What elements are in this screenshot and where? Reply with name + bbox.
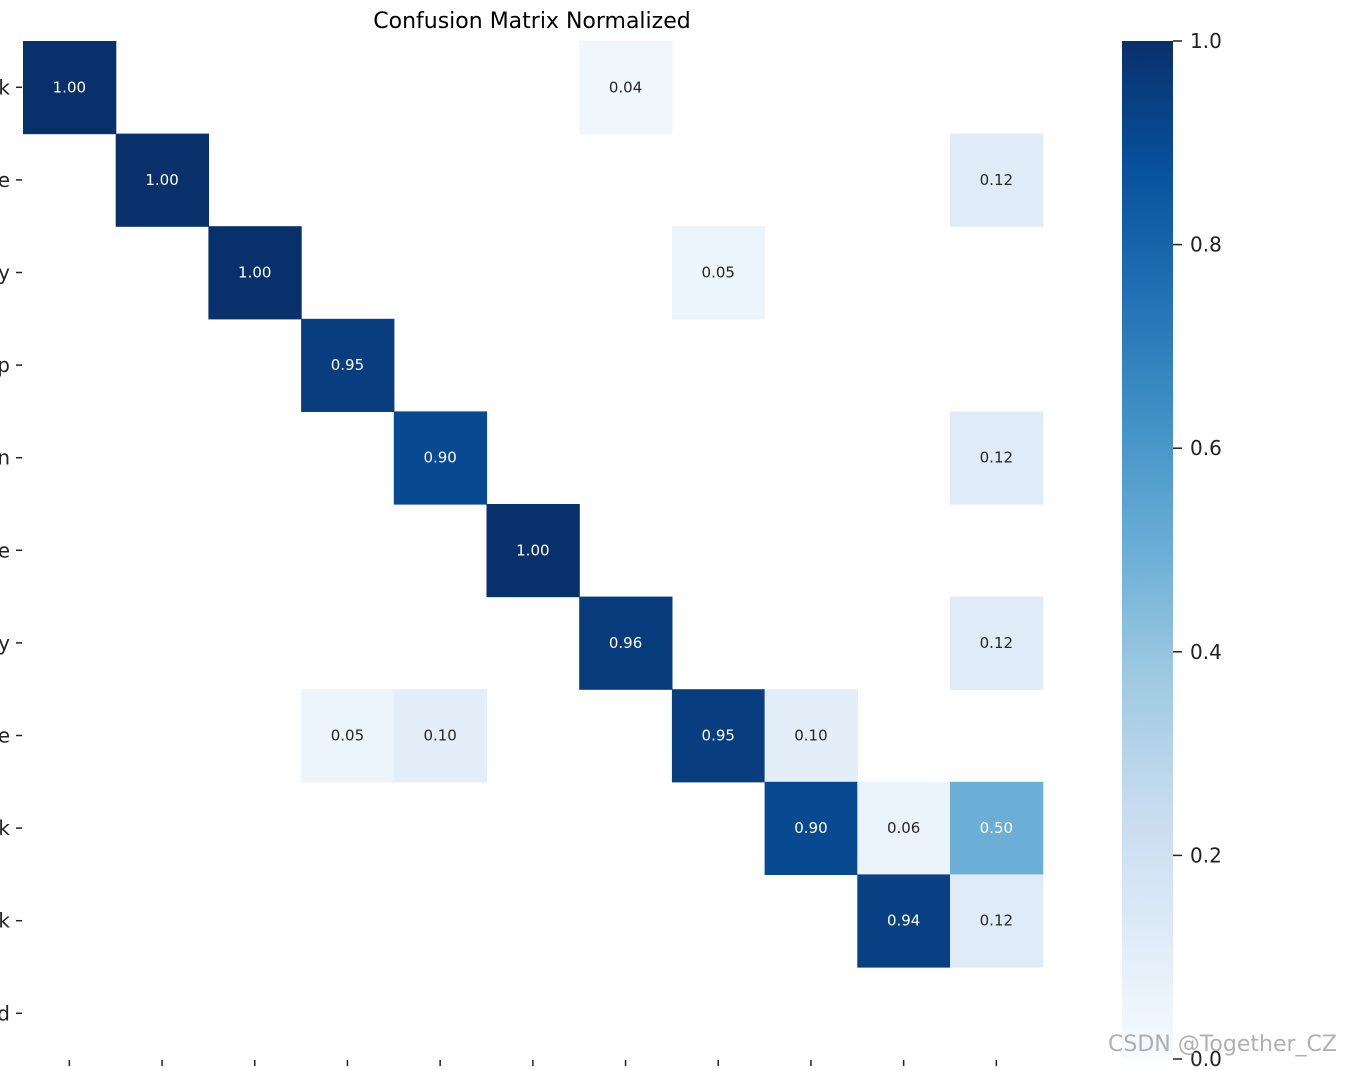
heatmap-cell — [115, 133, 209, 227]
heatmap-cell — [950, 596, 1044, 690]
heatmap-cell — [301, 318, 395, 412]
heatmap-cell — [950, 781, 1044, 875]
cell-value-label: 0.05 — [331, 727, 364, 745]
cell-value-label: 0.12 — [980, 912, 1013, 930]
heatmap-cell — [393, 689, 488, 783]
heatmap-cell — [950, 874, 1044, 968]
heatmap-cell — [764, 781, 858, 875]
row-axis: k e y p n e y e k k d — [0, 75, 22, 1025]
heatmap-cell — [764, 689, 858, 783]
colorbar-tick-label: 0.2 — [1190, 843, 1222, 867]
cell-value-label: 0.06 — [887, 819, 920, 837]
cell-value-label: 0.95 — [702, 727, 735, 745]
row-tick-label: n — [0, 446, 10, 470]
cell-value-label: 0.90 — [423, 449, 456, 467]
colorbar-tick-label: 0.8 — [1190, 233, 1222, 257]
cell-value-label: 0.04 — [609, 78, 642, 96]
row-tick-label: p — [0, 353, 10, 377]
colorbar — [1122, 41, 1173, 1059]
cell-value-label: 0.90 — [794, 819, 827, 837]
cell-value-label: 0.05 — [702, 264, 735, 282]
cell-value-label: 1.00 — [145, 171, 178, 189]
heatmap-cell — [671, 689, 766, 783]
cell-value-label: 1.00 — [516, 541, 549, 559]
colorbar-tick-label: 0.6 — [1190, 436, 1222, 460]
cell-value-label: 0.12 — [980, 171, 1013, 189]
colorbar-tick-label: 0.4 — [1190, 640, 1222, 664]
chart-title: Confusion Matrix Normalized — [373, 9, 690, 34]
row-tick-label: e — [0, 168, 10, 192]
colorbar-gradient — [1122, 41, 1173, 1059]
row-tick-label: y — [0, 631, 10, 655]
column-axis — [68, 1060, 998, 1066]
colorbar-tick-label: 1.0 — [1190, 29, 1222, 53]
cell-value-label: 0.96 — [609, 634, 642, 652]
watermark: CSDN @Together_CZ — [1108, 1032, 1337, 1057]
row-tick-label: k — [0, 909, 10, 933]
row-tick-label: e — [0, 724, 10, 748]
heatmap-cell — [671, 226, 766, 320]
row-tick-label: y — [0, 261, 10, 285]
heatmap-cell — [393, 411, 488, 505]
cell-value-label: 0.12 — [980, 634, 1013, 652]
heatmap-cell — [579, 596, 673, 690]
heatmap-cell — [579, 41, 673, 135]
row-tick-label: d — [0, 1001, 10, 1025]
row-tick-label: k — [0, 75, 10, 99]
heatmap-cell — [486, 504, 580, 598]
heatmap-cell — [950, 133, 1044, 227]
heatmap-cells: 1.00 0.04 1.00 0.12 1.00 0.05 0.95 0.90 0.12 1.00… — [23, 41, 1044, 968]
row-tick-label: k — [0, 816, 10, 840]
cell-value-label: 0.50 — [980, 819, 1013, 837]
cell-value-label: 0.12 — [980, 449, 1013, 467]
cell-value-label: 0.95 — [331, 356, 364, 374]
row-tick-label: e — [0, 538, 10, 562]
cell-value-label: 0.10 — [423, 727, 456, 745]
heatmap-cell — [208, 226, 302, 320]
heatmap-cell — [301, 689, 395, 783]
heatmap-cell — [23, 41, 117, 135]
cell-value-label: 0.94 — [887, 912, 920, 930]
heatmap-cell — [857, 781, 951, 875]
heatmap-cell — [950, 411, 1044, 505]
colorbar-axis: 0.0 0.2 0.4 0.6 0.8 1.0 — [1173, 29, 1222, 1070]
cell-value-label: 1.00 — [238, 264, 271, 282]
cell-value-label: 1.00 — [53, 78, 86, 96]
heatmap-cell — [857, 874, 951, 968]
cell-value-label: 0.10 — [794, 727, 827, 745]
colorbar-tick-label: 0.0 — [1190, 1047, 1222, 1070]
